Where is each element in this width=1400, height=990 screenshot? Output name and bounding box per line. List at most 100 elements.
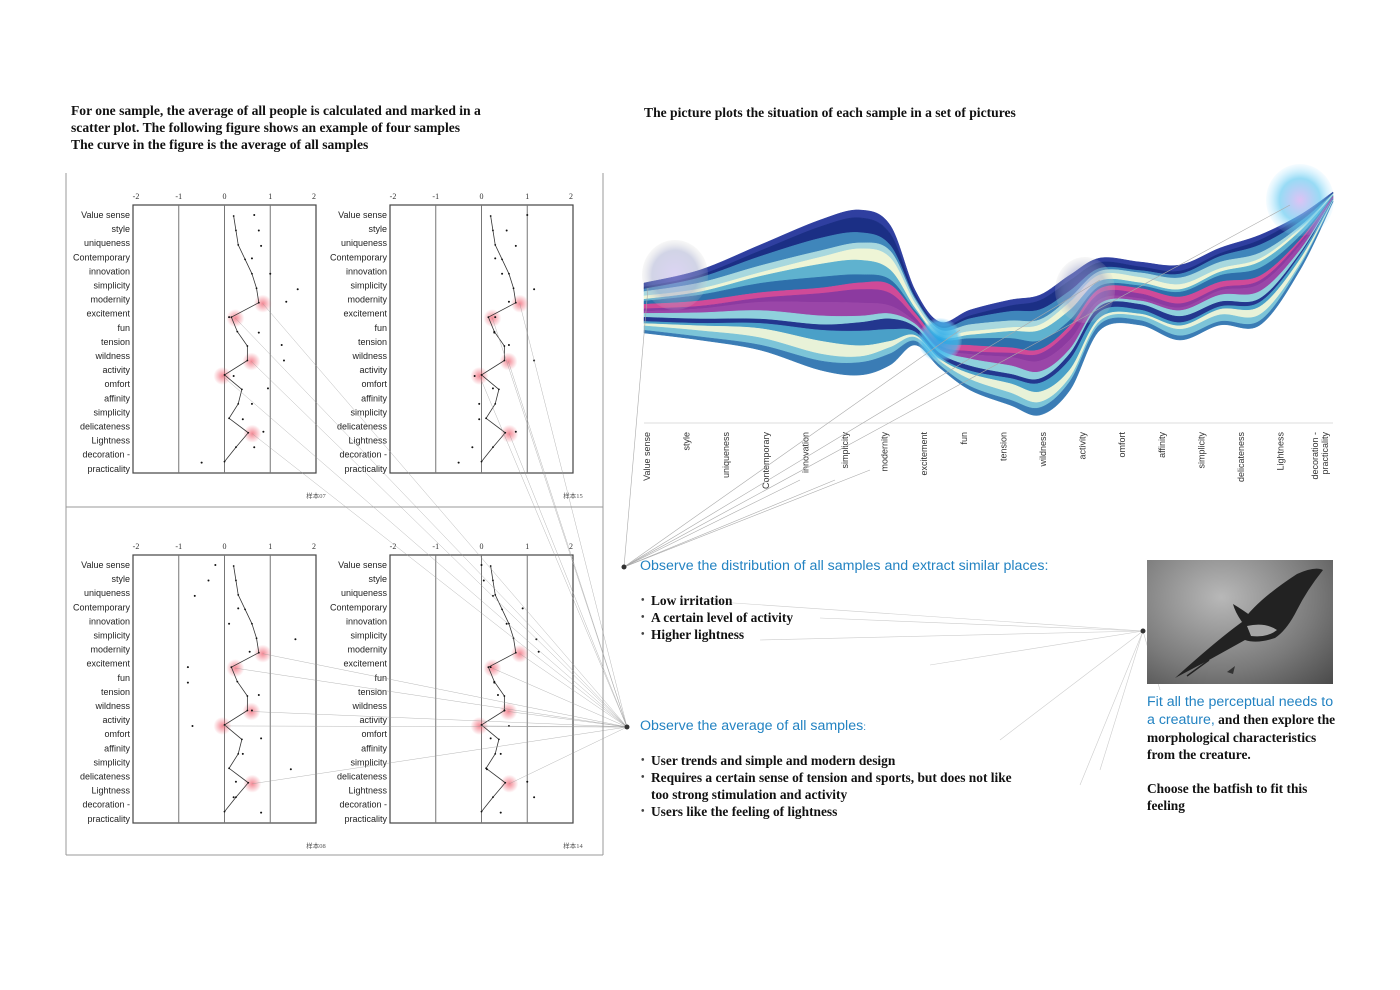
average-point — [223, 374, 226, 376]
sample-point — [533, 796, 536, 799]
average-point — [235, 446, 237, 449]
average-point — [235, 229, 237, 232]
y-category-label: Contemporary — [330, 252, 388, 262]
sample-point — [253, 446, 256, 449]
y-category-label: Value sense — [338, 210, 387, 220]
sample-point — [228, 316, 231, 319]
average-point — [497, 388, 500, 391]
conclusion-body-text: and then explore the morphological chara… — [1147, 712, 1336, 762]
y-category-label: excitement — [343, 309, 387, 319]
stream-axis-label: omfort — [1117, 432, 1127, 458]
connector-line — [479, 375, 628, 728]
average-point — [246, 695, 249, 697]
observe-distribution-title: Observe the distribution of all samples … — [640, 558, 1049, 574]
y-category-label: Contemporary — [73, 252, 131, 262]
connector-line — [235, 317, 628, 728]
sample-point — [507, 300, 510, 303]
x-tick-label: 2 — [312, 192, 316, 201]
connector-line — [929, 630, 1144, 666]
bullet-item: Higher lightness — [641, 626, 793, 643]
bubble-marker — [918, 318, 962, 362]
average-point — [480, 810, 483, 813]
x-tick-label: 1 — [268, 192, 272, 201]
sample-label: 样本15 — [563, 491, 583, 500]
sample-point — [214, 564, 217, 566]
average-point — [235, 796, 237, 799]
stream-axis-label: simplicity — [1196, 432, 1206, 469]
average-point — [228, 767, 230, 770]
connector-node — [621, 564, 627, 570]
sample-point — [457, 461, 460, 464]
average-point — [487, 316, 490, 319]
y-category-label: simplicity — [93, 281, 130, 291]
average-point — [480, 724, 483, 726]
sample-point — [485, 768, 488, 771]
connector-line — [623, 329, 961, 568]
sample-point — [471, 446, 474, 449]
average-point — [236, 330, 239, 333]
average-point — [492, 229, 494, 232]
stream-axis-label: delicateness — [1236, 432, 1246, 483]
stream-graph — [642, 164, 1334, 416]
connector-node — [1140, 628, 1146, 634]
connector-line — [623, 479, 801, 568]
average-point — [508, 272, 510, 275]
sample-point — [237, 607, 240, 610]
sample-point — [473, 374, 476, 377]
average-point — [504, 431, 507, 434]
connector-line — [623, 279, 1101, 568]
average-point — [503, 359, 506, 362]
connector-line — [222, 725, 628, 728]
average-point — [501, 258, 503, 261]
average-point — [494, 402, 497, 405]
connector-node — [624, 724, 630, 730]
connector-line — [235, 667, 628, 728]
sample-point — [501, 272, 504, 275]
connector-line — [508, 361, 628, 728]
x-tick-label: -2 — [133, 192, 140, 201]
average-point — [228, 417, 230, 420]
sample-plots: -2 -1 0 1 2 Value sense style uniqueness Contemp… — [73, 192, 584, 850]
x-tick-label: 1 — [525, 192, 529, 201]
stream-axis-label: fun — [959, 432, 969, 445]
stream-axis-label: modernity — [880, 432, 890, 472]
left-heading-line: scatter plot. The following figure shows… — [71, 120, 461, 135]
y-category-label: innovation — [346, 266, 387, 276]
connector-line — [492, 318, 628, 728]
x-tick-label: 2 — [569, 542, 573, 551]
average-line — [223, 565, 260, 812]
y-category-label: Value sense — [338, 560, 387, 570]
average-point — [487, 666, 490, 669]
average-point — [232, 215, 235, 217]
bubble-marker — [1055, 257, 1115, 323]
sample-point — [505, 229, 508, 232]
y-category-label: practicality — [344, 464, 387, 474]
y-category-label: Lightness — [91, 436, 130, 446]
average-point — [503, 695, 506, 697]
sample-point — [250, 709, 253, 712]
y-category-label: style — [111, 574, 130, 584]
y-category-label: modernity — [347, 295, 387, 305]
y-category-label: tension — [358, 687, 387, 697]
sample-point — [257, 331, 260, 334]
average-point — [223, 460, 226, 463]
average-point — [236, 680, 239, 683]
average-point — [232, 565, 235, 567]
sample-point — [493, 681, 496, 684]
connector-line — [252, 433, 628, 728]
average-point — [485, 417, 487, 420]
y-category-label: fun — [374, 323, 387, 333]
average-point — [244, 608, 246, 611]
x-tick-label: -1 — [432, 542, 439, 551]
average-point — [237, 752, 240, 755]
sample-point — [521, 607, 524, 610]
connector-line — [509, 433, 628, 728]
connector-line — [819, 617, 1144, 632]
distribution-bullets: Low irritation A certain level of activi… — [641, 592, 793, 643]
average-point — [504, 781, 507, 784]
y-category-label: uniqueness — [341, 588, 388, 598]
sample-point — [514, 430, 517, 433]
sample-point — [207, 579, 210, 582]
y-category-label: modernity — [347, 645, 387, 655]
sample-point — [480, 564, 483, 566]
